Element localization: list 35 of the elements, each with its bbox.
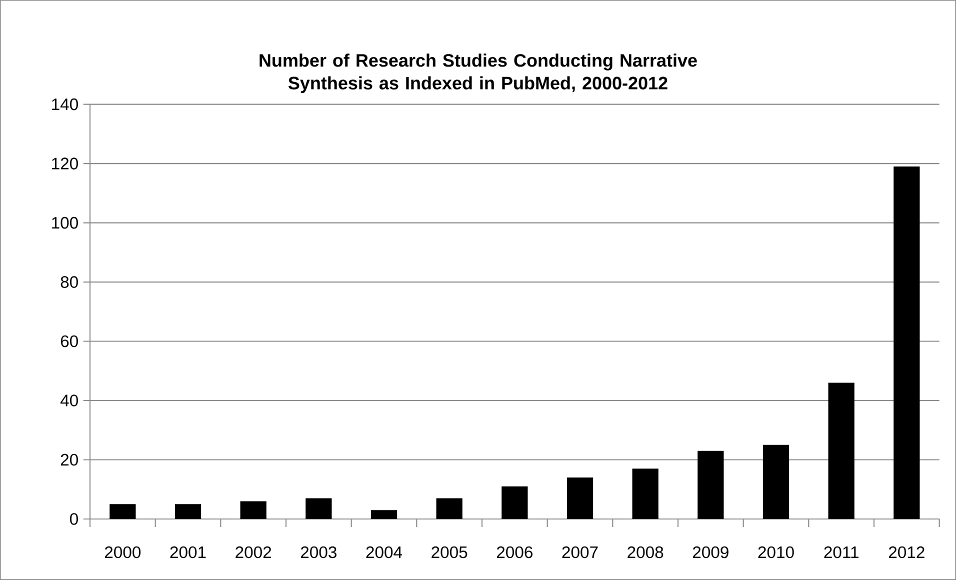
x-tick-label: 2012 [888,546,924,558]
y-tick-label: 100 [52,216,78,229]
y-tick-label: 80 [60,276,78,288]
x-tick-label: 2011 [824,546,858,558]
x-tick-label: 2002 [236,546,272,558]
chart-title: Number of Research Studies Conducting Narrative Synthesis as Indexed in PubMed, 2000-2012 [260,54,697,94]
y-tick-label: 40 [60,394,78,406]
bar [698,450,724,519]
bar [306,498,332,519]
bar [828,382,854,519]
x-tick-label: 2000 [104,546,141,558]
bar [436,498,462,519]
bar [110,504,136,519]
x-tick-label: 2006 [496,546,532,558]
bar [502,486,528,519]
x-tick-label: 2005 [432,546,468,558]
x-tick-label: 2007 [562,546,598,558]
bar [240,501,266,519]
bar [894,166,920,519]
x-tick-label: 2004 [366,546,402,558]
x-tick-label: 2010 [758,546,794,558]
y-tick-label: 20 [60,454,78,466]
bar [566,478,594,519]
x-tick-label: 2001 [170,546,206,558]
y-tick-label: 0 [70,513,78,525]
y-tick-label: 60 [60,335,78,348]
bar [762,444,790,519]
x-tick-label: 2008 [628,546,664,558]
y-tick-label: 140 [52,98,78,110]
bar [370,510,398,519]
x-tick-label: 2009 [692,546,728,558]
bar [632,468,658,519]
bar [174,504,202,519]
x-tick-label: 2003 [300,546,336,558]
y-tick-label: 120 [52,158,78,170]
